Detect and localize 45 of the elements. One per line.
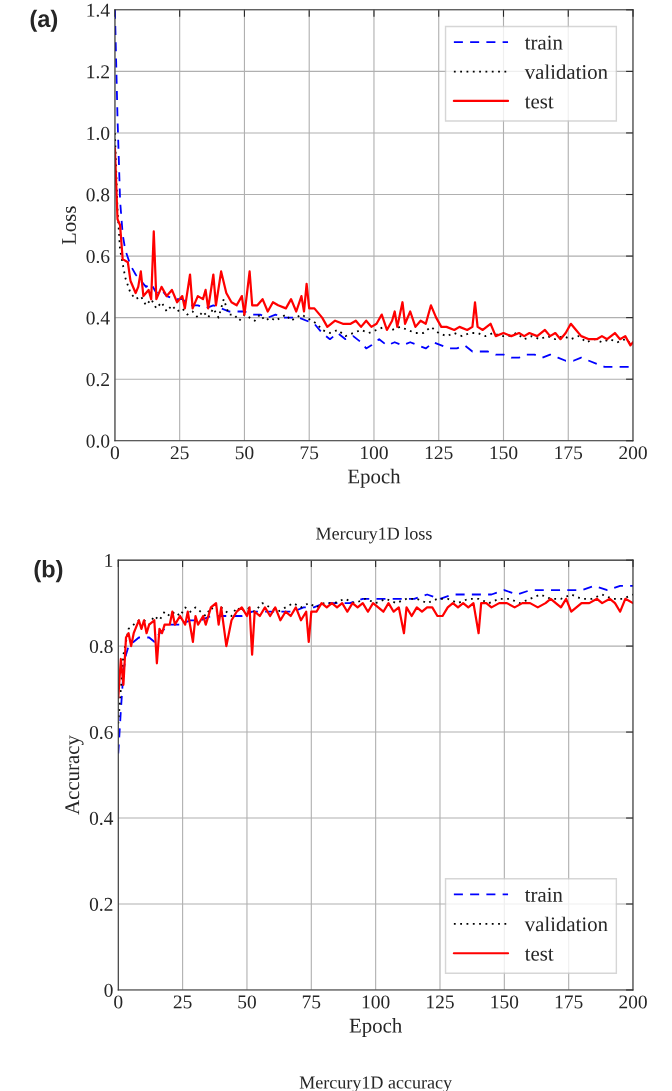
x-tick-label: 25 [173, 995, 192, 1009]
x-axis-title: Epoch [347, 468, 401, 488]
y-tick-label: 0.8 [86, 188, 110, 202]
x-tick-label: 150 [491, 995, 519, 1009]
y-tick-label: 0.6 [89, 725, 113, 740]
x-tick-label: 50 [235, 446, 254, 460]
text: Mercury1D loss [316, 526, 432, 544]
y-tick-label: 0.8 [89, 639, 113, 654]
legend-label: test [524, 948, 554, 961]
x-tick-label: 200 [619, 446, 647, 460]
legend-label: test [524, 96, 554, 109]
y-tick-label: 0 [104, 983, 113, 997]
y-tick-label: 0.6 [86, 249, 110, 264]
legend-label: train [524, 887, 563, 902]
legend-label: validation [524, 916, 608, 932]
legend-label: train [524, 35, 563, 50]
text: (b) [34, 560, 63, 583]
y-tick-label: 0.4 [86, 311, 110, 325]
y-tick-label: 1.4 [87, 3, 110, 17]
x-axis-title: Epoch [349, 1018, 402, 1037]
x-tick-label: 175 [555, 995, 583, 1009]
y-tick-label: 0.0 [86, 434, 110, 448]
y-tick-label: 1.0 [87, 126, 110, 140]
x-tick-label: 175 [555, 446, 583, 460]
x-tick-label: 100 [362, 995, 390, 1009]
x-tick-label: 0 [114, 995, 123, 1009]
line-series [118, 597, 634, 699]
x-tick-label: 125 [427, 995, 454, 1009]
x-tick-label: 100 [361, 446, 388, 460]
y-tick-label: 1.2 [87, 65, 109, 79]
x-tick-label: 25 [170, 446, 189, 460]
legend-label: validation [524, 64, 608, 80]
x-tick-label: 75 [300, 446, 319, 460]
text: (a) [30, 9, 58, 32]
y-tick-label: 0.2 [89, 897, 113, 912]
y-tick-label: 1 [105, 554, 113, 567]
y-tick-label: 0.4 [89, 811, 114, 826]
y-tick-label: 0.2 [86, 373, 109, 387]
x-tick-label: 200 [619, 995, 647, 1009]
y-axis-title: Accuracy [65, 735, 84, 815]
x-tick-label: 150 [490, 446, 518, 460]
x-tick-label: 50 [238, 995, 256, 1009]
x-tick-label: 75 [302, 995, 321, 1009]
y-axis-title: Loss [62, 206, 76, 245]
x-tick-label: 125 [425, 446, 453, 460]
